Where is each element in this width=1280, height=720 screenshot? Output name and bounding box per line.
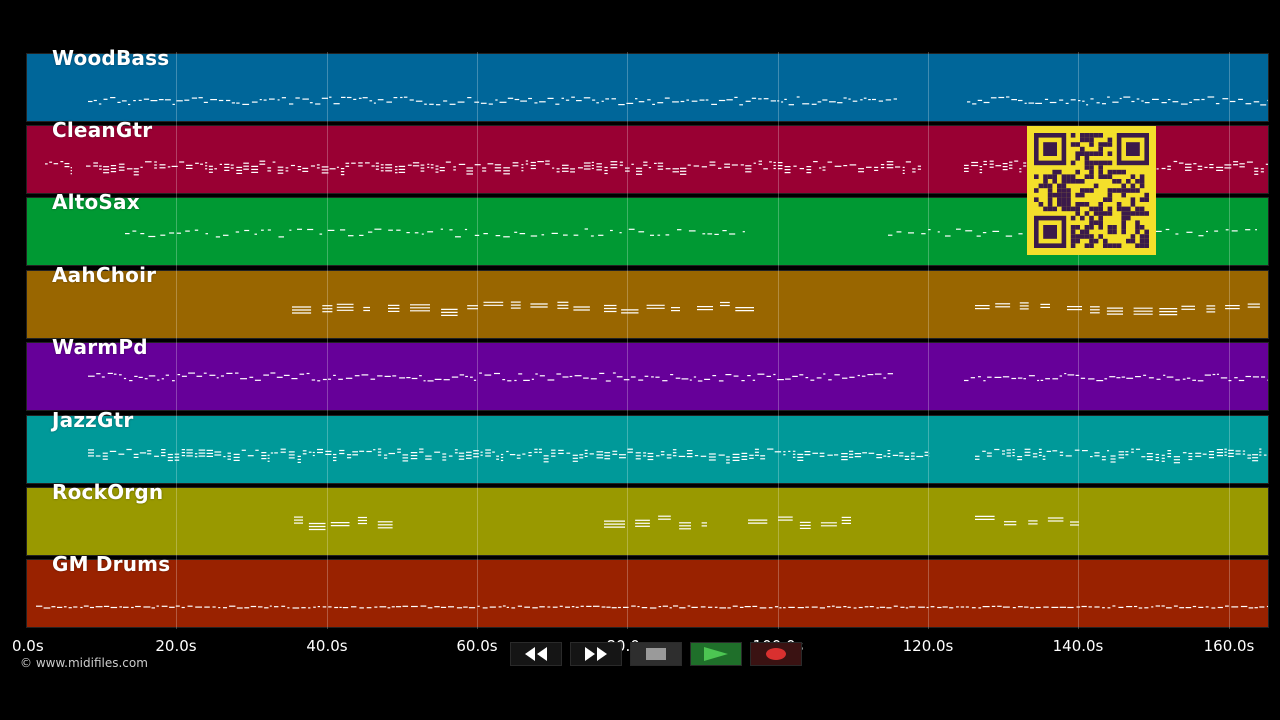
track-name: GM Drums <box>52 552 171 576</box>
copyright-text: © www.midifiles.com <box>20 656 148 670</box>
stop-icon <box>646 648 666 660</box>
stop-button[interactable] <box>630 642 682 666</box>
track-name: JazzGtr <box>52 408 134 432</box>
note-lane <box>88 96 1268 106</box>
gridline <box>1229 52 1230 629</box>
track-name: AltoSax <box>52 190 140 214</box>
gridline <box>1078 52 1079 629</box>
note-lane <box>36 605 1268 609</box>
record-icon <box>766 648 786 660</box>
gridline <box>778 52 779 629</box>
fast-forward-button[interactable] <box>570 642 622 666</box>
track-name: AahChoir <box>52 263 157 287</box>
time-tick: 60.0s <box>456 637 498 655</box>
gridline <box>627 52 628 629</box>
qr-code-image <box>1034 133 1149 248</box>
track-lane-gm-drums: GM Drums <box>26 552 1269 628</box>
transport-controls <box>510 642 810 668</box>
time-tick: 20.0s <box>155 637 197 655</box>
time-tick: 40.0s <box>306 637 348 655</box>
qr-code <box>1027 126 1156 255</box>
track-lane-woodbass: WoodBass <box>26 46 1269 122</box>
track-name: CleanGtr <box>52 118 153 142</box>
gridline <box>176 52 177 629</box>
track-lane-aahchoir: AahChoir <box>26 263 1269 339</box>
note-lane <box>292 301 1260 316</box>
play-icon <box>704 647 728 661</box>
record-button[interactable] <box>750 642 802 666</box>
note-lane <box>88 448 1267 464</box>
note-lane <box>88 372 1268 382</box>
track-lane-jazzgtr: JazzGtr <box>26 408 1269 484</box>
gridline <box>477 52 478 629</box>
gridline <box>327 52 328 629</box>
fast-forward-icon <box>585 647 607 661</box>
time-tick: 0.0s <box>12 637 44 655</box>
track-name: WoodBass <box>52 46 170 70</box>
time-tick: 120.0s <box>902 637 954 655</box>
rewind-icon <box>525 647 547 661</box>
time-tick: 160.0s <box>1203 637 1255 655</box>
rewind-button[interactable] <box>510 642 562 666</box>
gridline <box>928 52 929 629</box>
track-name: RockOrgn <box>52 480 164 504</box>
time-tick: 140.0s <box>1052 637 1104 655</box>
track-name: WarmPd <box>52 335 148 359</box>
note-lane <box>294 515 1079 531</box>
play-button[interactable] <box>690 642 742 666</box>
